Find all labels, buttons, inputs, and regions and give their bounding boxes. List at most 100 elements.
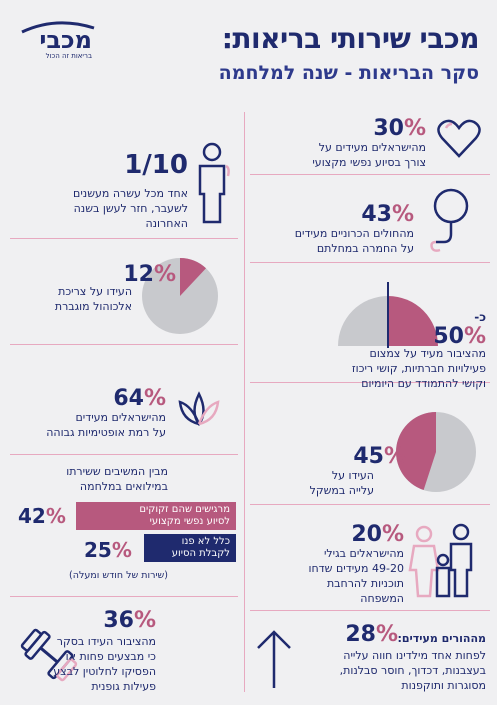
parents-line3: מסוגרות ותוקפנות — [401, 679, 486, 692]
weight-value: 45 — [353, 444, 384, 469]
stat-optimism: 64% מהישראלים מעידים על רמת אופטימיות גב… — [10, 382, 238, 448]
activities-line3: וקושי להתמודד עם היומיום — [361, 377, 486, 390]
exercise-line1: מהציבור העידו בסקר — [56, 635, 156, 648]
chronic-symbol: % — [391, 202, 414, 227]
smoking-line1: אחד מכל עשרה מעשנים — [73, 187, 188, 200]
divider-right-3 — [250, 382, 490, 383]
exercise-line2: כי מבצעים פחות או — [65, 650, 156, 663]
exercise-line4: פעילות גופנית — [91, 680, 156, 693]
chronic-line1: מהחולים הכרוניים מעידים — [294, 227, 414, 240]
reservists-bar1-value: 42 — [18, 504, 46, 528]
weight-percent: 45% — [353, 444, 406, 469]
alcohol-symbol: % — [153, 262, 176, 287]
alcohol-percent: 12% — [123, 262, 176, 287]
stat-activities: כ- 50% מהציבור מעיד על צמצום פעילויות חב… — [250, 266, 490, 390]
parents-heading: מההורים מעידים: — [397, 632, 487, 645]
family-percent: 20% — [351, 522, 404, 547]
chronic-line2: על החמרה במחלתם — [316, 242, 414, 255]
stat-reservists: מבין המשיבים ששירתו במילואים במלחמה 42% … — [10, 462, 238, 590]
family-line1: מהישראלים בגילי — [323, 547, 404, 560]
weight-line2: עלייה במשקל — [309, 484, 374, 497]
alcohol-line1: העידו על צריכת — [58, 285, 132, 298]
parents-line1: לפחות אחד מילדינו חווה עלייה — [343, 649, 486, 662]
activities-value: 50 — [433, 324, 464, 349]
weight-line1: העידו על — [331, 469, 374, 482]
divider-right-1 — [250, 174, 490, 175]
stat-exercise: 36% מהציבור העידו בסקר כי מבצעים פחות או… — [10, 604, 238, 702]
exercise-symbol: % — [133, 608, 156, 633]
person-icon — [198, 142, 230, 224]
mental-support-percent: 30% — [373, 116, 426, 141]
stat-alcohol: 12% העידו על צריכת אלכוהול מוגברת — [10, 250, 238, 340]
divider-right-4 — [250, 504, 490, 505]
logo-name: מכבי — [39, 26, 92, 54]
reservists-bar2-line1: כלל לא פנו — [181, 536, 230, 547]
stat-family: 20% מהישראלים בגילי 49-20 מעידים שדחו תו… — [250, 514, 490, 606]
family-line3: תוכניות להרחבת — [326, 577, 404, 590]
activities-prefix: כ- — [474, 310, 486, 324]
optimism-percent: 64% — [113, 386, 166, 411]
optimism-line2: על רמת אופטימיות גבוהה — [46, 426, 166, 439]
weight-symbol: % — [383, 444, 406, 469]
arrow-up-icon — [257, 630, 291, 688]
heart-icon — [437, 119, 481, 158]
smoking-value: 1/10 — [124, 150, 188, 180]
mental-support-line2: צורך בסיוע נפשי מקצועי — [312, 156, 426, 169]
optimism-symbol: % — [143, 386, 166, 411]
page-subtitle: סקר הבריאות - שנה למלחמה — [218, 62, 479, 84]
smoking-line2: לשעבר, חזר לעשן בשנה — [73, 202, 188, 215]
activities-line2: פעילויות חברתיות, קושי ריכוז — [351, 362, 486, 375]
mental-support-line1: מהישראלים מעידים על — [318, 141, 426, 154]
reservists-heading1: מבין המשיבים ששירתו — [66, 465, 168, 478]
page-title: מכבי שירותי בריאות: — [221, 22, 480, 55]
activities-line1: מהציבור מעיד על צמצום — [369, 347, 486, 360]
alcohol-value: 12 — [123, 262, 154, 287]
family-symbol: % — [381, 522, 404, 547]
alcohol-line2: אלכוהול מוגברת — [54, 300, 132, 313]
reservists-bar1: מרגישים שהם זקוקים לסיוע נפשי מקצועי — [76, 502, 236, 530]
reservists-bar2-line2: לקבלת הסיוע — [171, 548, 230, 559]
alcohol-pie-slice — [180, 258, 207, 296]
family-value: 20 — [351, 522, 382, 547]
center-divider — [244, 112, 245, 692]
activities-reported-slice — [388, 296, 438, 346]
stat-smoking: 1/10 אחד מכל עשרה מעשנים לשעבר, חזר לעשן… — [10, 140, 238, 232]
reservists-bar1-symbol: % — [45, 504, 66, 528]
stat-mental-support: 30% מהישראלים מעידים על צורך בסיוע נפשי … — [250, 114, 490, 172]
divider-left-1 — [10, 238, 238, 239]
exercise-percent: 36% — [103, 608, 156, 633]
mental-support-value: 30 — [373, 116, 404, 141]
reservists-bar2-symbol: % — [111, 538, 132, 562]
weight-pie — [396, 412, 476, 492]
reservists-bar2-percent: 25% — [84, 538, 132, 562]
reservists-bar1-line1: מרגישים שהם זקוקים — [139, 504, 230, 515]
stat-chronic: 43% מהחולים הכרוניים מעידים על החמרה במח… — [250, 180, 490, 260]
reservists-bar1-line2: לסיוע נפשי מקצועי — [149, 516, 230, 527]
reservists-heading2: במילואים במלחמה — [79, 480, 168, 493]
stethoscope-icon — [430, 188, 469, 252]
divider-left-4 — [10, 596, 238, 597]
divider-right-2 — [250, 262, 490, 263]
logo: מכבי בריאות זה הכול — [16, 18, 96, 62]
chronic-value: 43 — [361, 202, 392, 227]
reservists-note: (שירות של חודש ומעלה) — [69, 570, 168, 581]
family-line2: 49-20 מעידים שדחו — [308, 562, 404, 575]
reservists-bar1-percent: 42% — [18, 504, 66, 528]
reservists-bar2: כלל לא פנו לקבלת הסיוע — [144, 534, 236, 562]
activities-percent: כ- 50% — [433, 310, 486, 349]
activities-remaining-slice — [338, 296, 388, 346]
stat-weight: 45% העידו על עלייה במשקל — [250, 400, 490, 500]
parents-line2: בעצבנות, דכדוך, חוסר סבלנות, — [339, 664, 486, 677]
parents-value: 28 — [345, 622, 376, 647]
chronic-percent: 43% — [361, 202, 414, 227]
divider-right-5 — [250, 610, 490, 611]
activities-symbol: % — [463, 324, 486, 349]
divider-left-3 — [10, 454, 238, 455]
lotus-icon — [178, 391, 220, 427]
parents-symbol: % — [375, 622, 398, 647]
logo-swoosh-icon — [21, 21, 95, 34]
family-line4: המשפחה — [360, 592, 404, 605]
family-icon — [408, 523, 473, 598]
exercise-value: 36 — [103, 608, 134, 633]
optimism-value: 64 — [113, 386, 144, 411]
